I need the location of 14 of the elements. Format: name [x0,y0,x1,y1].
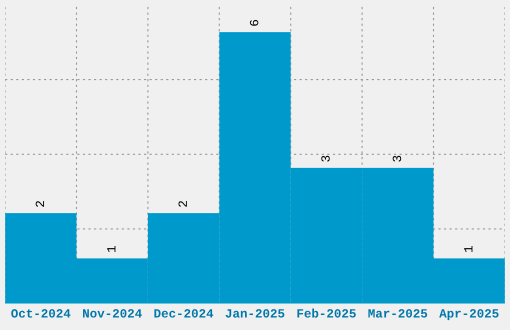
data-label: 1 [107,246,116,252]
x-tick-label: Dec-2024 [154,309,214,318]
data-label: 2 [178,201,187,207]
x-tick-label: Apr-2025 [439,309,499,320]
data-label: 2 [36,201,44,207]
data-label: 3 [321,156,330,162]
x-tick-label: Mar-2025 [368,309,428,318]
data-label: 3 [392,156,402,162]
x-tick-label: Feb-2025 [297,308,356,318]
data-label: 1 [464,246,472,252]
x-tick-label: Nov-2024 [83,309,142,318]
x-tick-label: Oct-2024 [11,309,70,318]
data-label: 6 [250,20,258,26]
x-tick-label: Jan-2025 [226,309,284,318]
